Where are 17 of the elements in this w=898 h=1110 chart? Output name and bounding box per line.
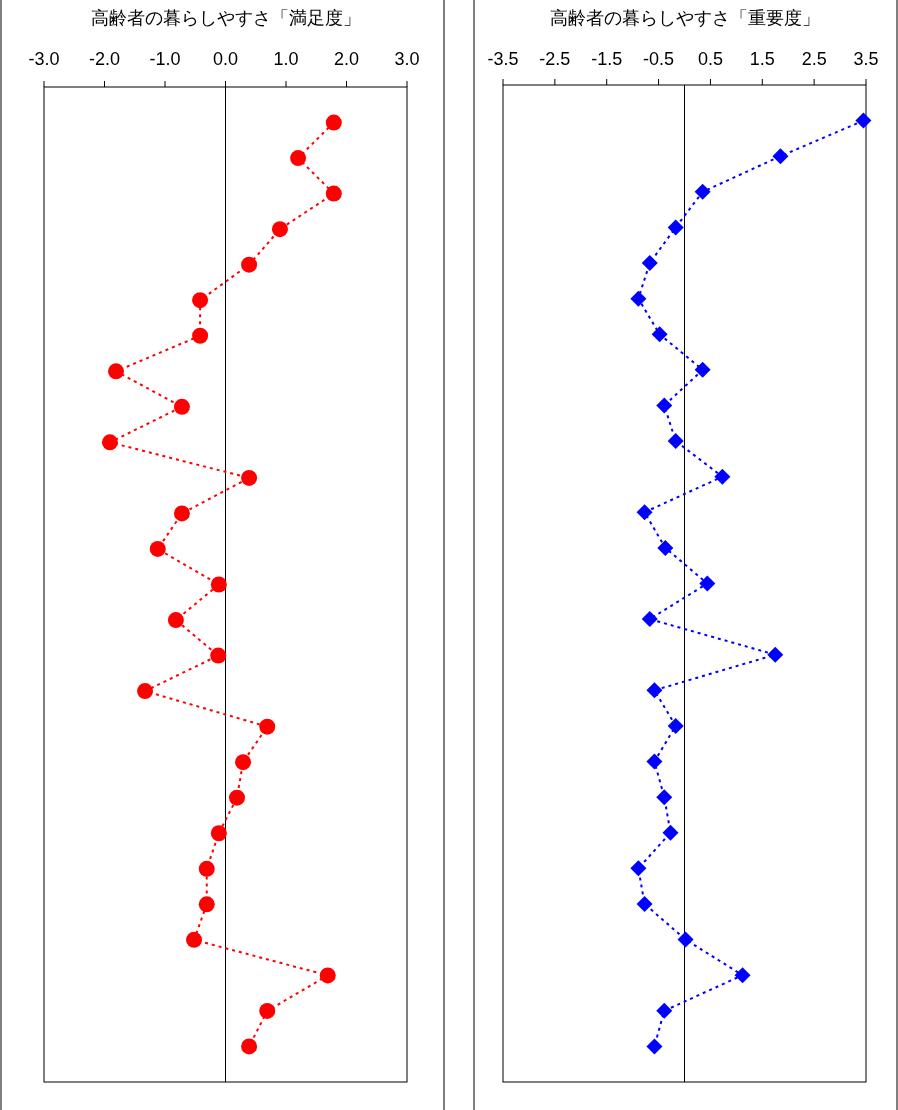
x-tick-label: 1.0 xyxy=(273,49,299,69)
chart-title: 高齢者の暮らしやすさ「重要度」 xyxy=(549,8,820,28)
x-tick-label: 1.5 xyxy=(749,49,775,69)
x-tick-label: 2.0 xyxy=(333,49,360,69)
x-tick-label: -0.5 xyxy=(643,49,675,69)
x-tick-label: 2.5 xyxy=(801,49,827,69)
x-tick-label: -1.5 xyxy=(591,49,623,69)
x-tick-label: -3.0 xyxy=(28,49,60,69)
x-tick-label: -2.5 xyxy=(539,49,571,69)
x-tick-label: -2.0 xyxy=(88,49,121,69)
x-tick-label: 0.0 xyxy=(212,49,239,69)
x-tick-label: -3.5 xyxy=(487,49,519,69)
chart-title: 高齢者の暮らしやすさ「満足度」 xyxy=(90,8,361,28)
x-tick-label: 3.0 xyxy=(394,49,420,69)
x-tick-label: 3.5 xyxy=(853,49,879,69)
x-tick-label: -1.0 xyxy=(149,49,181,69)
x-tick-label: 0.5 xyxy=(697,49,723,69)
